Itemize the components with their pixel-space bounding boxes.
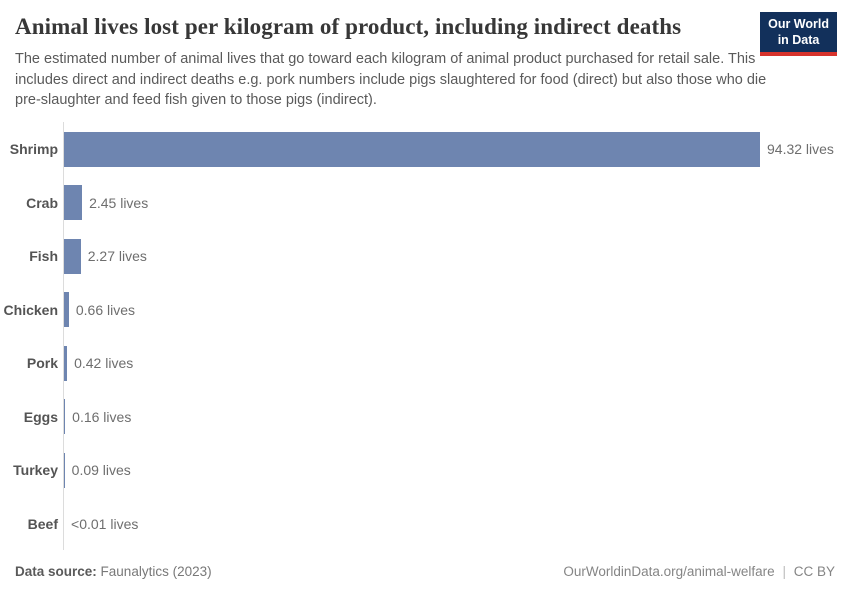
bar-area: 2.45 lives — [63, 176, 835, 230]
value-label-beef: <0.01 lives — [71, 515, 139, 532]
data-source: Data source: Faunalytics (2023) — [15, 564, 212, 579]
value-label-eggs: 0.16 lives — [72, 408, 132, 425]
footer: Data source: Faunalytics (2023) OurWorld… — [15, 564, 835, 579]
owid-logo-line2: in Data — [777, 32, 820, 47]
bar-area: <0.01 lives — [63, 497, 835, 551]
bar-chart: Shrimp 94.32 lives Crab 2.45 lives Fish 2.27 … — [3, 122, 835, 551]
value-label-shrimp: 94.32 lives — [767, 141, 834, 158]
bar-pork[interactable] — [64, 345, 68, 381]
bar-row: Fish 2.27 lives — [15, 229, 835, 283]
category-label-turkey: Turkey — [13, 462, 58, 479]
bar-turkey[interactable] — [64, 452, 65, 488]
bar-chicken[interactable] — [64, 292, 69, 328]
value-label-crab: 2.45 lives — [89, 194, 149, 211]
bar-row: Chicken 0.66 lives — [3, 283, 835, 337]
footer-separator: | — [782, 564, 786, 580]
bar-area: 94.32 lives — [63, 122, 835, 176]
bar-row: Eggs 0.16 lives — [15, 390, 835, 444]
bar-area: 0.09 lives — [63, 443, 835, 497]
footer-url[interactable]: OurWorldinData.org/animal-welfare — [563, 564, 775, 580]
category-label-eggs: Eggs — [23, 408, 58, 425]
data-source-value: Faunalytics (2023) — [100, 564, 212, 580]
category-label-fish: Fish — [29, 248, 58, 265]
page-title: Animal lives lost per kilogram of produc… — [15, 14, 682, 39]
value-label-pork: 0.42 lives — [74, 355, 134, 372]
bar-row: Pork 0.42 lives — [15, 336, 835, 390]
category-label-chicken: Chicken — [3, 301, 58, 318]
value-label-turkey: 0.09 lives — [71, 462, 131, 479]
data-source-label: Data source: — [15, 564, 97, 580]
y-axis-line — [63, 122, 64, 551]
bar-row: Shrimp 94.32 lives — [9, 122, 835, 176]
chart-subtitle: The estimated number of animal lives tha… — [15, 51, 767, 109]
footer-links: OurWorldinData.org/animal-welfare | CC B… — [563, 564, 835, 579]
bar-rows: Shrimp 94.32 lives Crab 2.45 lives Fish 2.27 … — [3, 122, 835, 551]
category-label-shrimp: Shrimp — [9, 141, 58, 158]
bar-crab[interactable] — [64, 185, 83, 221]
bar-area: 0.66 lives — [63, 283, 835, 337]
bar-shrimp[interactable] — [64, 131, 760, 167]
bar-fish[interactable] — [64, 238, 81, 274]
bar-eggs[interactable] — [64, 399, 66, 435]
owid-logo-line1: Our World — [768, 17, 829, 31]
bar-row: Beef <0.01 lives — [15, 497, 835, 551]
value-label-fish: 2.27 lives — [87, 248, 147, 265]
bar-area: 2.27 lives — [63, 229, 835, 283]
owid-logo[interactable]: Our World in Data — [760, 12, 837, 57]
category-label-pork: Pork — [26, 355, 58, 372]
bar-row: Crab 2.45 lives — [15, 176, 835, 230]
footer-license[interactable]: CC BY — [793, 564, 835, 580]
category-label-crab: Crab — [26, 194, 58, 211]
bar-row: Turkey 0.09 lives — [13, 443, 835, 497]
value-label-chicken: 0.66 lives — [75, 301, 136, 318]
bar-area: 0.42 lives — [63, 336, 835, 390]
bar-area: 0.16 lives — [63, 390, 835, 444]
category-label-beef: Beef — [27, 515, 58, 532]
